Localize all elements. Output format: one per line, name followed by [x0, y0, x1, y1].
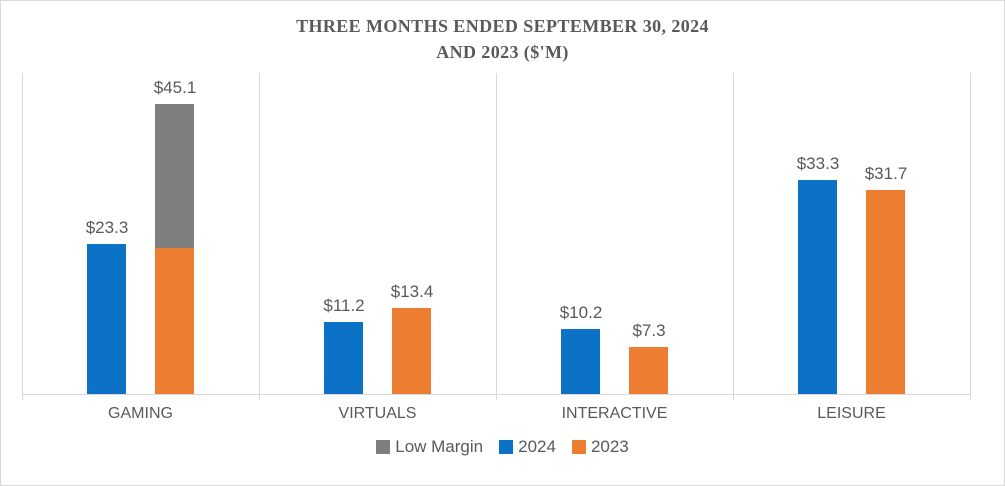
- data-label-2024-virtuals: $11.2: [323, 296, 365, 315]
- data-label-2024-gaming: $23.3: [85, 218, 129, 237]
- data-label-2024-interactive: $10.2: [559, 303, 603, 322]
- category-label-interactive: INTERACTIVE: [561, 405, 668, 422]
- chart-title-line-2: AND 2023 ($'M): [436, 42, 569, 62]
- category-label-leisure: LEISURE: [817, 405, 886, 422]
- plot-area: $23.3 $11.2 $10.2 $33.3 $45.1 $13.4 $7.3 $31.7: [22, 73, 971, 400]
- legend: Low Margin 2024 2023: [1, 437, 1004, 457]
- data-label-2023-virtuals: $13.4: [390, 282, 434, 301]
- category-label-virtuals: VIRTUALS: [338, 405, 417, 422]
- bar-2023-virtuals: [392, 308, 431, 394]
- chart-title: THREE MONTHS ENDED SEPTEMBER 30, 2024 AN…: [1, 13, 1004, 65]
- category-label-gaming: GAMING: [108, 405, 173, 422]
- data-label-2023-interactive: $7.3: [632, 321, 666, 340]
- gridline: [259, 73, 260, 400]
- data-label-2023-gaming: $45.1: [153, 78, 197, 97]
- bar-2023-interactive: [629, 347, 668, 394]
- legend-swatch-icon: [571, 440, 586, 454]
- legend-label: 2024: [518, 437, 556, 456]
- bar-2023-gaming: [155, 104, 194, 394]
- legend-label: Low Margin: [395, 437, 484, 456]
- bar-2024-gaming: [87, 244, 126, 394]
- bar-2024-virtuals: [324, 322, 363, 394]
- data-label-2023-leisure: $31.7: [864, 164, 908, 183]
- chart-title-line-1: THREE MONTHS ENDED SEPTEMBER 30, 2024: [296, 16, 709, 36]
- gridline: [22, 73, 23, 400]
- legend-item-2024: 2024: [499, 437, 556, 457]
- legend-item-low-margin: Low Margin: [376, 437, 483, 457]
- bar-2023-leisure: [866, 190, 905, 394]
- gridline: [970, 73, 971, 400]
- x-axis-line: [22, 394, 970, 395]
- legend-swatch-icon: [376, 440, 391, 454]
- bar-2024-leisure: [798, 180, 837, 394]
- legend-swatch-icon: [499, 440, 514, 454]
- category-axis: GAMING VIRTUALS INTERACTIVE LEISURE: [22, 402, 970, 426]
- data-label-2024-leisure: $33.3: [796, 154, 840, 173]
- gridline: [733, 73, 734, 400]
- bar-2024-interactive: [561, 329, 600, 394]
- gridline: [496, 73, 497, 400]
- bar-segment-low-margin: [155, 104, 194, 248]
- legend-label: 2023: [590, 437, 629, 456]
- legend-item-2023: 2023: [571, 437, 629, 457]
